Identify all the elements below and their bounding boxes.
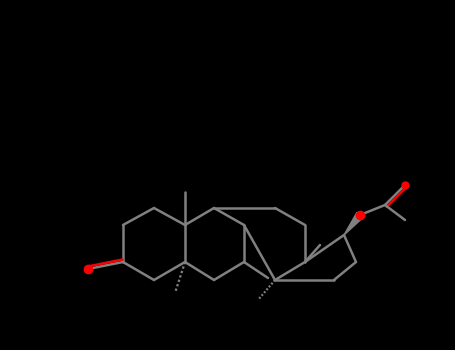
Polygon shape bbox=[344, 212, 363, 235]
